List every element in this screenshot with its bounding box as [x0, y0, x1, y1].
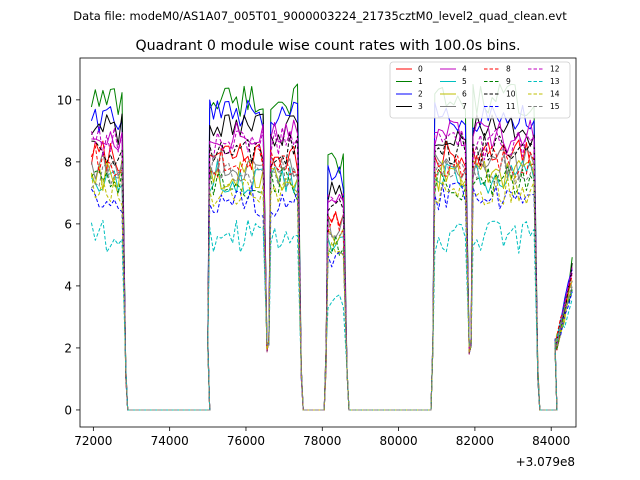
x-tick-label: 80000 [379, 434, 417, 448]
plot-frame [79, 57, 577, 428]
legend-label-8: 8 [506, 65, 511, 74]
chart-title: Quadrant 0 module wise count rates with … [135, 38, 520, 54]
axes-layer: 72000 74000 76000 78000 80000 82000 84000 0 2 4 6 8… [57, 93, 571, 448]
series-line-2 [90, 99, 573, 411]
legend-label-3: 3 [418, 102, 423, 111]
legend-label-1: 1 [418, 77, 423, 86]
legend-label-11: 11 [506, 102, 516, 111]
legend-frame [389, 61, 571, 119]
legend-label-2: 2 [418, 90, 423, 99]
series-line-9 [90, 166, 573, 411]
series-line-11 [90, 181, 573, 411]
legend-label-4: 4 [462, 65, 467, 74]
y-tick-label: 2 [64, 341, 72, 355]
series-line-8 [90, 145, 573, 411]
y-tick-label: 8 [64, 155, 72, 169]
y-tick-label: 0 [64, 403, 72, 417]
legend-label-10: 10 [506, 90, 516, 99]
y-tick-label: 4 [64, 279, 72, 293]
series-line-12 [90, 126, 573, 411]
x-tick-label: 82000 [456, 434, 494, 448]
x-tick-label: 72000 [74, 434, 112, 448]
legend-label-5: 5 [462, 77, 467, 86]
legend-label-6: 6 [462, 90, 467, 99]
legend-label-14: 14 [550, 90, 560, 99]
x-offset-label: +3.079e8 [516, 455, 575, 469]
x-tick-label: 84000 [532, 434, 570, 448]
chart-suptitle: Data file: modeM0/AS1A07_005T01_90000032… [73, 9, 567, 23]
x-tick-label: 78000 [303, 434, 341, 448]
series-line-4 [91, 119, 573, 411]
series-layer [90, 83, 573, 411]
series-line-1 [90, 83, 573, 411]
series-line-14 [90, 172, 573, 411]
legend-label-9: 9 [506, 77, 511, 86]
x-tick-label: 76000 [227, 434, 265, 448]
series-line-7 [90, 147, 573, 411]
x-tick-label: 74000 [151, 434, 189, 448]
series-line-0 [90, 139, 573, 411]
legend-label-13: 13 [550, 77, 560, 86]
series-line-13 [90, 219, 573, 411]
series-line-15 [91, 154, 573, 411]
y-tick-label: 6 [64, 217, 72, 231]
legend-label-7: 7 [462, 102, 467, 111]
legend-label-15: 15 [550, 102, 560, 111]
y-tick-label: 10 [57, 93, 72, 107]
legend-label-12: 12 [550, 65, 560, 74]
series-line-10 [91, 132, 573, 411]
legend-label-0: 0 [418, 65, 423, 74]
series-line-3 [90, 113, 573, 411]
